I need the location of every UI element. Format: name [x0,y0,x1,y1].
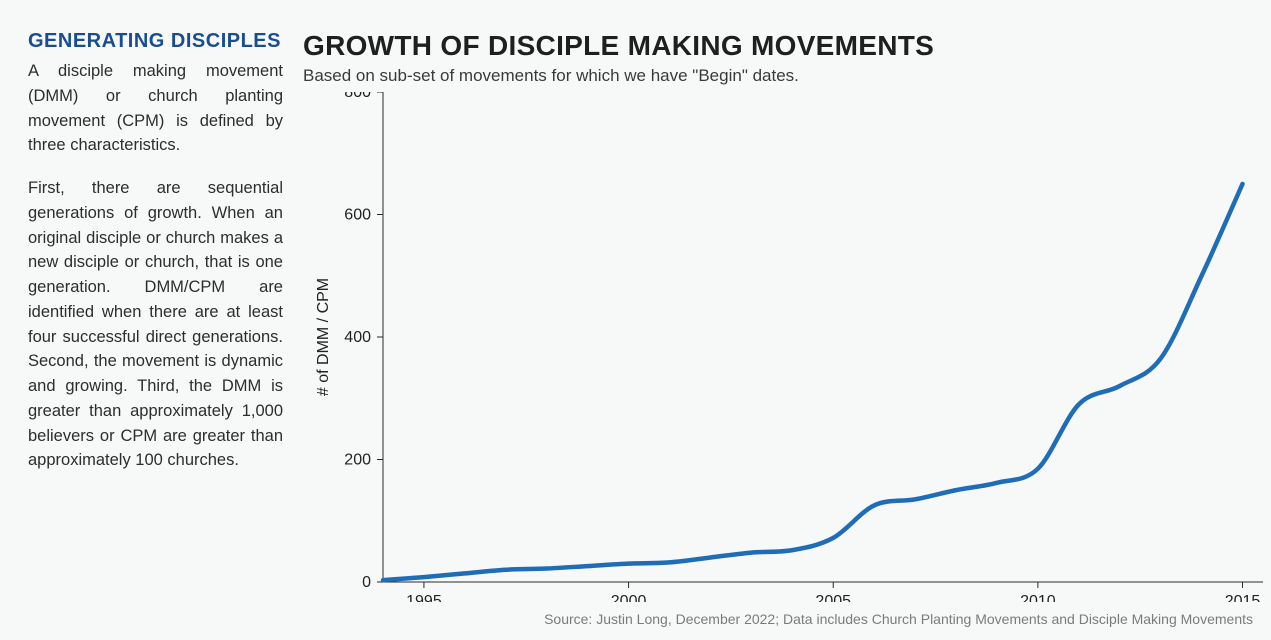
chart-panel: GROWTH OF DISCIPLE MAKING MOVEMENTS Base… [303,30,1263,620]
data-line [383,184,1243,580]
chart-source: Source: Justin Long, December 2022; Data… [303,607,1263,627]
chart-subtitle: Based on sub-set of movements for which … [303,66,1263,86]
line-chart-svg: 0 200 400 600 800 1995 2000 2005 2010 2015 # of DM… [303,92,1263,602]
x-tick-label: 2005 [815,593,851,602]
chart-area: 0 200 400 600 800 1995 2000 2005 2010 2015 # of DM… [303,92,1263,607]
sidebar: GENERATING DISCIPLES A disciple making m… [28,30,303,620]
y-tick-label: 0 [362,574,371,591]
y-axis-label: # of DMM / CPM [315,278,332,396]
y-tick-label: 400 [344,329,371,346]
sidebar-paragraph-1: A disciple making movement (DMM) or chur… [28,59,283,158]
x-tick-label: 2015 [1225,593,1261,602]
y-tick-label: 200 [344,452,371,469]
sidebar-paragraph-2: First, there are sequential generations … [28,176,283,473]
page: GENERATING DISCIPLES A disciple making m… [0,0,1271,640]
x-tick-label: 2000 [611,593,647,602]
y-tick-label: 800 [344,92,371,101]
x-tick-label: 2010 [1020,593,1056,602]
chart-title: GROWTH OF DISCIPLE MAKING MOVEMENTS [303,30,1263,62]
sidebar-heading: GENERATING DISCIPLES [28,30,283,53]
x-tick-label: 1995 [406,593,442,602]
y-tick-label: 600 [344,207,371,224]
